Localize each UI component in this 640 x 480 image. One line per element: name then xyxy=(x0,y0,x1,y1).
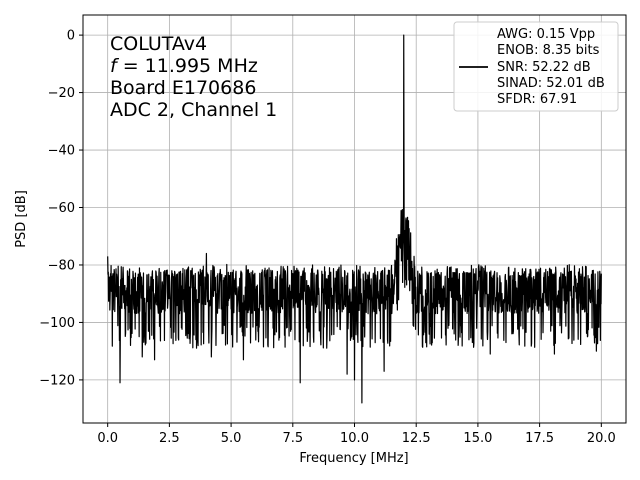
psd-series xyxy=(107,34,602,404)
psd-line xyxy=(107,34,602,404)
annotation-line-channel: ADC 2, Channel 1 xyxy=(110,99,277,121)
legend-entry-sinad: SINAD: 52.01 dB xyxy=(497,76,605,91)
x-tick-label: 10.0 xyxy=(340,431,369,446)
x-tick-label: 12.5 xyxy=(402,431,431,446)
annotation-block: COLUTAv4 f = 11.995 MHz Board E170686 ADC… xyxy=(110,33,277,121)
y-tick-label: −60 xyxy=(48,201,75,216)
y-tick-label: −120 xyxy=(39,373,75,388)
legend-entry-snr: SNR: 52.22 dB xyxy=(497,60,591,75)
x-tick-label: 17.5 xyxy=(525,431,554,446)
annotation-line-board: Board E170686 xyxy=(110,77,256,99)
x-axis-label: Frequency [MHz] xyxy=(299,451,408,466)
grid xyxy=(83,15,626,423)
legend: AWG: 0.15 Vpp ENOB: 8.35 bits SNR: 52.22… xyxy=(453,21,619,112)
y-tick-label: −20 xyxy=(48,86,75,101)
legend-box xyxy=(453,21,619,112)
frequency-symbol: f xyxy=(110,55,120,77)
y-tick-label: −100 xyxy=(39,316,75,331)
y-tick-label: −40 xyxy=(48,144,75,159)
x-tick-label: 15.0 xyxy=(463,431,492,446)
y-tick-label: −80 xyxy=(48,258,75,273)
y-axis-label: PSD [dB] xyxy=(14,190,29,248)
legend-entry-awg: AWG: 0.15 Vpp xyxy=(497,27,595,42)
legend-entry-enob: ENOB: 8.35 bits xyxy=(497,43,600,58)
annotation-line-device: COLUTAv4 xyxy=(110,33,207,55)
x-tick-label: 20.0 xyxy=(587,431,616,446)
x-tick-label: 2.5 xyxy=(159,431,180,446)
frequency-value: = 11.995 MHz xyxy=(123,55,258,77)
y-tick-label: 0 xyxy=(67,29,75,44)
annotation-line-frequency: f = 11.995 MHz xyxy=(110,55,258,77)
x-tick-label: 7.5 xyxy=(282,431,303,446)
x-axis-ticks: 0.0 2.5 5.0 7.5 10.0 12.5 15.0 17.5 20.0 xyxy=(97,423,616,446)
legend-entry-sfdr: SFDR: 67.91 xyxy=(497,92,577,107)
x-tick-label: 0.0 xyxy=(97,431,118,446)
x-tick-label: 5.0 xyxy=(221,431,242,446)
y-axis-ticks: 0 −20 −40 −60 −80 −100 −120 xyxy=(39,29,83,388)
